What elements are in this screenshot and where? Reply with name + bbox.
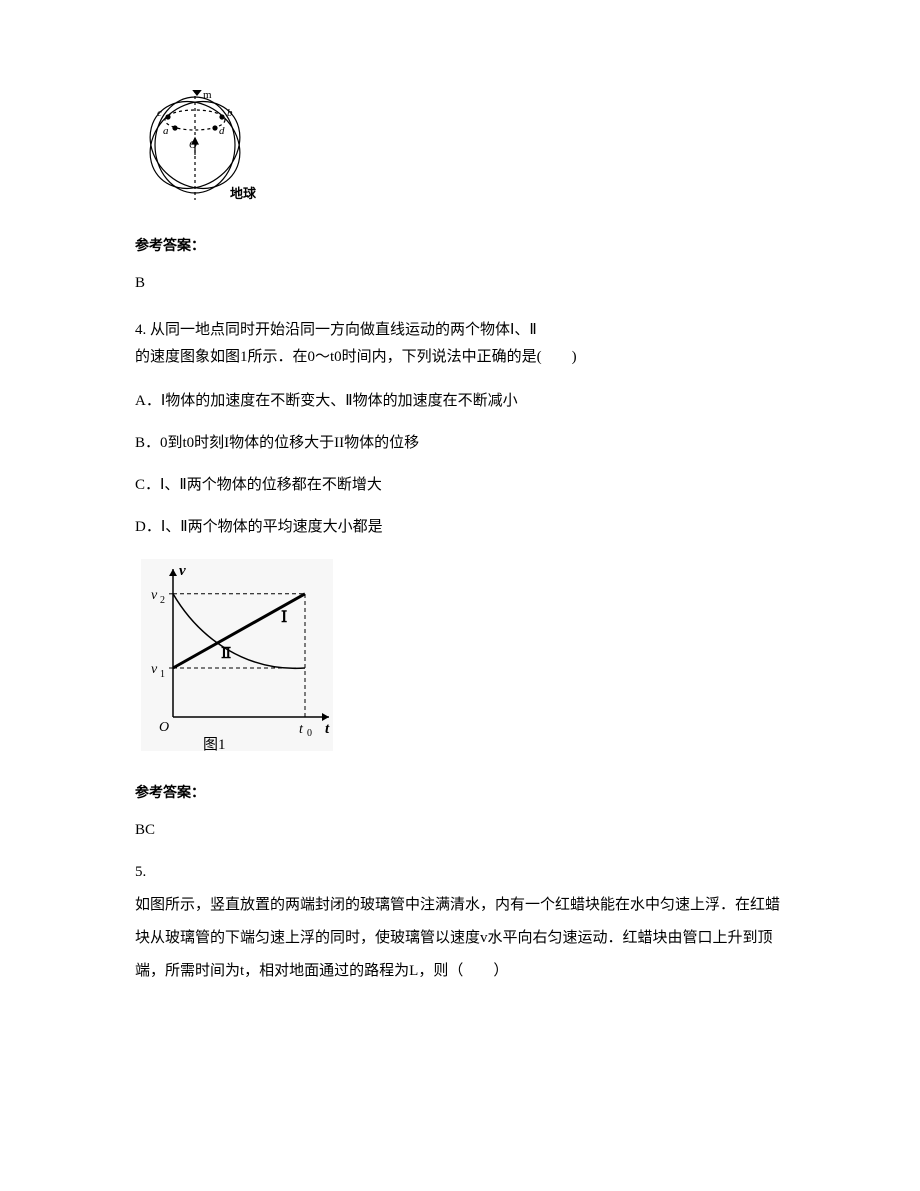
velocity-time-graph: v1v2Ot0tvⅠⅡ图1 [135, 557, 340, 757]
q3-figure: m c b a d O 地球 [135, 90, 785, 210]
q5-text: 如图所示，竖直放置的两端封闭的玻璃管中注满清水，内有一个红蜡块能在水中匀速上浮．… [135, 889, 785, 988]
q5-number: 5. [135, 864, 785, 881]
top-label: m [203, 90, 212, 101]
svg-text:1: 1 [160, 669, 165, 680]
svg-text:0: 0 [307, 728, 312, 739]
point-c: c [157, 107, 162, 119]
point-O: O [189, 139, 197, 151]
q3-answer: B [135, 275, 785, 292]
svg-text:Ⅱ: Ⅱ [221, 646, 231, 662]
svg-text:v: v [151, 662, 158, 677]
earth-orbits-diagram: m c b a d O 地球 [135, 90, 270, 210]
point-a: a [163, 125, 169, 137]
svg-text:图1: 图1 [203, 736, 226, 753]
earth-label: 地球 [230, 186, 257, 201]
svg-text:2: 2 [160, 595, 165, 606]
q4-stem: 4. 从同一地点同时开始沿同一方向做直线运动的两个物体Ⅰ、Ⅱ 的速度图象如图1所… [135, 317, 785, 371]
q4-graph: v1v2Ot0tvⅠⅡ图1 [135, 557, 785, 762]
q4-option-c: C．Ⅰ、Ⅱ两个物体的位移都在不断增大 [135, 473, 785, 497]
q4-option-b: B．0到t0时刻I物体的位移大于II物体的位移 [135, 431, 785, 455]
q4-option-a: A．Ⅰ物体的加速度在不断变大、Ⅱ物体的加速度在不断减小 [135, 389, 785, 413]
q3-answer-label: 参考答案： [135, 235, 785, 255]
q4-option-d: D．Ⅰ、Ⅱ两个物体的平均速度大小都是 [135, 515, 785, 539]
q4-answer: BC [135, 822, 785, 839]
q4-answer-label: 参考答案： [135, 782, 785, 802]
svg-text:Ⅰ: Ⅰ [281, 609, 287, 626]
point-d: d [219, 125, 225, 137]
svg-text:O: O [159, 720, 169, 735]
q4-stem2: 的速度图象如图1所示．在0～t0时间内，下列说法中正确的是( ) [135, 349, 577, 365]
q4-stem1: 从同一地点同时开始沿同一方向做直线运动的两个物体Ⅰ、Ⅱ [150, 322, 537, 338]
point-b: b [227, 107, 233, 119]
q4-number: 4. [135, 322, 146, 338]
svg-text:v: v [179, 563, 186, 579]
svg-text:v: v [151, 588, 158, 603]
